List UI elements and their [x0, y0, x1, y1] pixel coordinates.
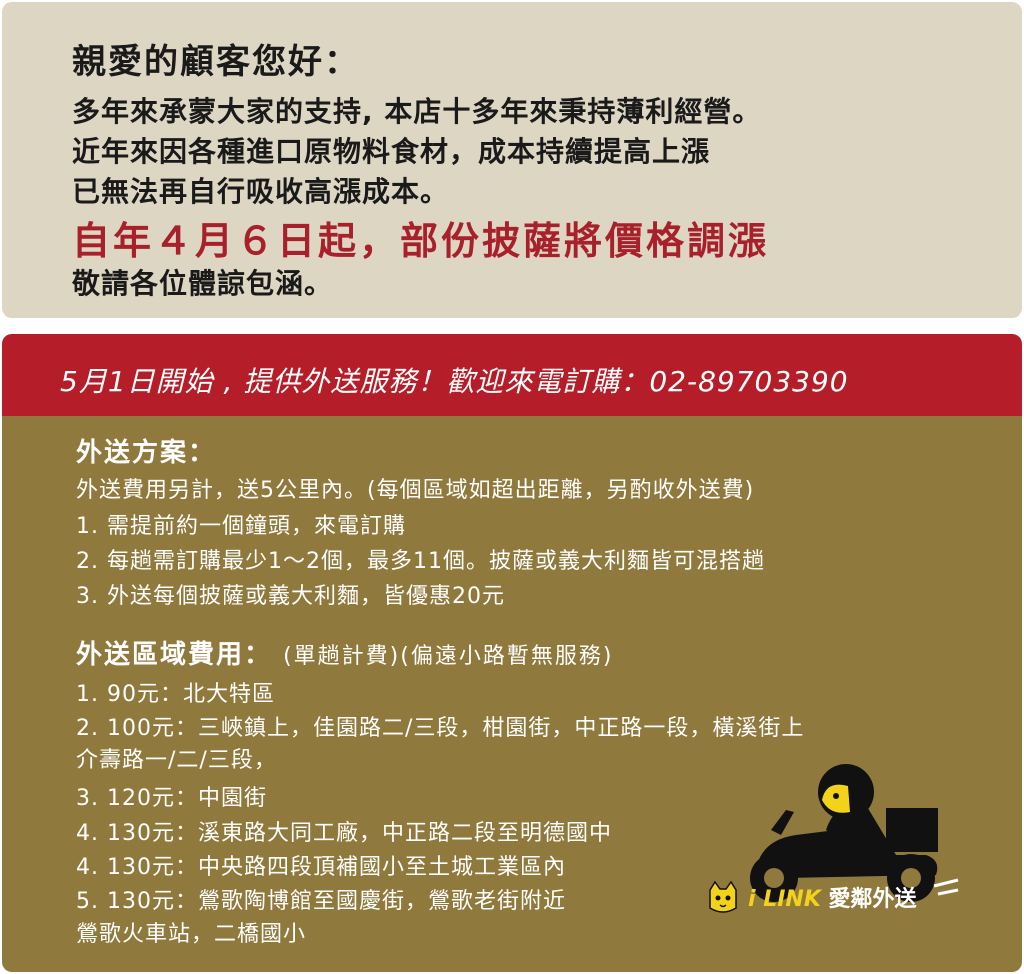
banner-text: 5月1日開始 , 提供外送服務！歡迎來電訂購：02-89703390: [60, 365, 849, 398]
plan-item: 1. 需提前約一個鐘頭，來電訂購: [76, 514, 406, 539]
brand-name: i LINK 愛鄰外送: [748, 881, 917, 913]
fee-row: 4. 130元：溪東路大同工廠，中正路二段至明德國中: [76, 821, 612, 846]
delivery-scooter-icon: [750, 764, 959, 902]
notice-line: 已無法再自行吸收高漲成本。: [72, 175, 450, 208]
fees-note: (單趟計費)(偏遠小路暫無服務): [283, 644, 614, 669]
notice-line: 近年來因各種進口原物料食材，成本持續提高上漲: [72, 135, 711, 168]
fee-row: 3. 120元：中園街: [76, 786, 267, 811]
plan-item: 3. 外送每個披薩或義大利麵，皆優惠20元: [76, 584, 505, 609]
fee-row: 介壽路一/二/三段，: [76, 748, 277, 773]
price-increase-highlight: 自年４月６日起，部份披薩將價格調漲: [72, 219, 770, 263]
brand-subtitle: 愛鄰外送: [828, 887, 917, 912]
fees-title-text: 外送區域費用：: [76, 640, 273, 670]
fee-row: 1. 90元：北大特區: [76, 682, 275, 707]
price-notice-panel: [2, 2, 1022, 318]
notice-closing: 敬請各位體諒包涵。: [72, 267, 334, 300]
plan-item: 外送費用另計，送5公里內。(每個區域如超出距離，另酌收外送費): [76, 478, 755, 503]
brand-name-text: i LINK: [748, 887, 821, 912]
fee-row: 2. 100元：三峽鎮上，佳園路二/三段，柑園街，中正路一段，橫溪街上: [76, 716, 805, 741]
plan-item: 2. 每趟需訂購最少1～2個，最多11個。披薩或義大利麵皆可混搭趟: [76, 549, 765, 574]
delivery-banner: 5月1日開始 , 提供外送服務！歡迎來電訂購：02-89703390: [2, 334, 1022, 416]
delivery-fees-title: 外送區域費用： (單趟計費)(偏遠小路暫無服務): [76, 634, 613, 671]
brand-logo: i LINK 愛鄰外送: [706, 880, 917, 914]
notice-greeting: 親愛的顧客您好：: [72, 42, 360, 82]
cat-logo-icon: [709, 880, 737, 913]
fee-row: 4. 130元：中央路四段頂補國小至土城工業區內: [76, 855, 566, 880]
notice-line: 多年來承蒙大家的支持, 本店十多年來秉持薄利經營。: [72, 95, 762, 128]
delivery-plan-title: 外送方案：: [76, 438, 217, 468]
fee-row: 5. 130元：鶯歌陶博館至國慶街，鶯歌老街附近: [76, 889, 566, 914]
fee-row: 鶯歌火車站，二橋國小: [76, 922, 307, 947]
